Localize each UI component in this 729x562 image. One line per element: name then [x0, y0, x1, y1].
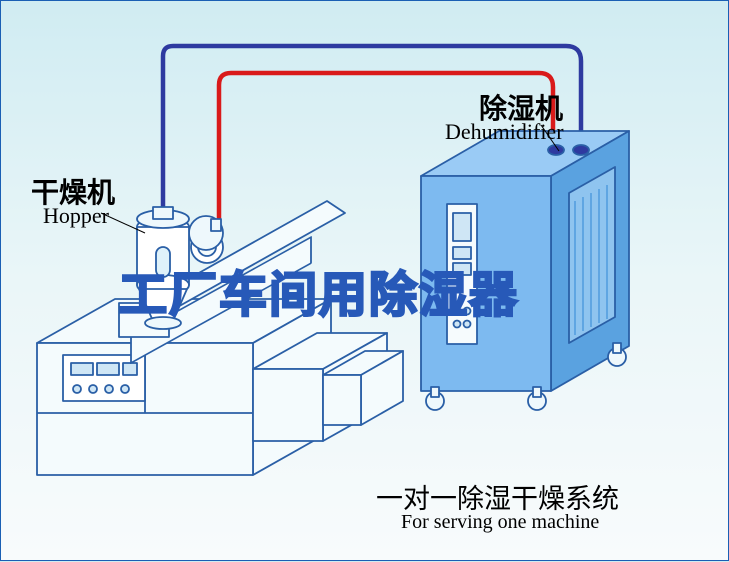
dehum-label-en: Dehumidifier	[445, 119, 564, 145]
hopper-label-en: Hopper	[43, 203, 109, 229]
system-label-en: For serving one machine	[401, 511, 599, 534]
overlay-banner: 工厂车间用除湿器	[119, 255, 519, 325]
